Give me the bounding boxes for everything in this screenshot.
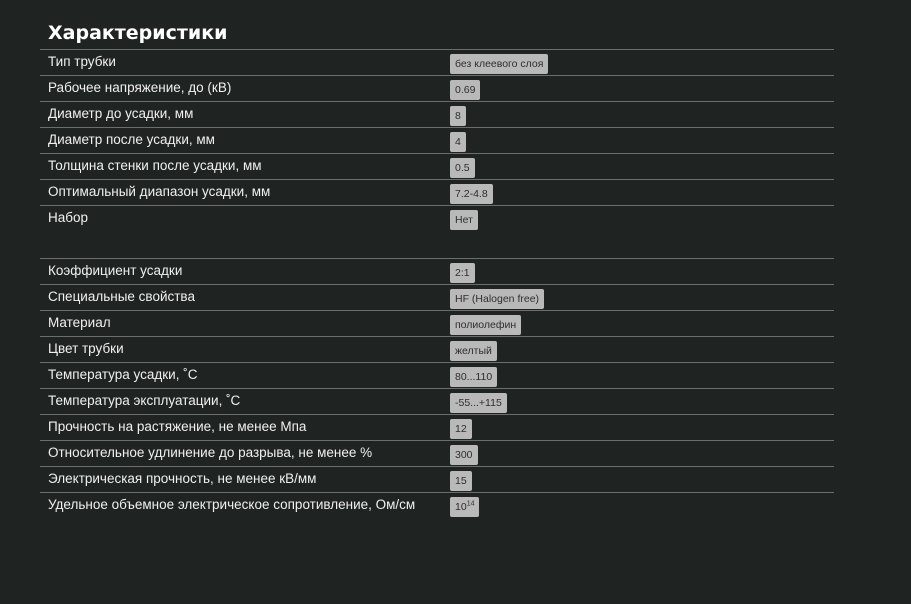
value-chip: 80...110: [450, 367, 498, 387]
row-label: Электрическая прочность, не менее кВ/мм: [48, 471, 317, 486]
row-label: Специальные свойства: [48, 289, 195, 304]
value-chip: 1014: [450, 497, 480, 517]
value-chip: полиолефин: [450, 315, 522, 335]
value-chip: желтый: [450, 341, 497, 361]
value-exponent: 14: [466, 500, 475, 508]
table-row: Материал полиолефин: [40, 311, 834, 337]
value-chip: 4: [450, 132, 466, 152]
row-label: Рабочее напряжение, до (кВ): [48, 80, 232, 95]
row-label: Тип трубки: [48, 54, 116, 69]
value-chip: HF (Halogen free): [450, 289, 545, 309]
value-chip: 2:1: [450, 263, 475, 283]
value-chip: 12: [450, 419, 472, 439]
value-chip: без клеевого слоя: [450, 54, 549, 74]
row-label: Температура эксплуатации, ˚С: [48, 393, 241, 408]
value-chip: 8: [450, 106, 466, 126]
table-row: Толщина стенки после усадки, мм 0.5: [40, 154, 834, 180]
table-row: Удельное объемное электрическое сопротив…: [40, 493, 834, 549]
table-row: Оптимальный диапазон усадки, мм 7.2-4.8: [40, 180, 834, 206]
table-row: Электрическая прочность, не менее кВ/мм …: [40, 467, 834, 493]
table-row: Относительное удлинение до разрыва, не м…: [40, 441, 834, 467]
table-row: Температура усадки, ˚С 80...110: [40, 363, 834, 389]
value-chip: 7.2-4.8: [450, 184, 493, 204]
table-row: Набор Нет: [40, 206, 834, 259]
row-label: Оптимальный диапазон усадки, мм: [48, 184, 271, 199]
value-chip: -55...+115: [450, 393, 507, 413]
table-row: Коэффициент усадки 2:1: [40, 259, 834, 285]
row-label: Диаметр после усадки, мм: [48, 132, 215, 147]
row-label: Цвет трубки: [48, 341, 124, 356]
row-label: Температура усадки, ˚С: [48, 367, 198, 382]
value-chip: 15: [450, 471, 472, 491]
row-label: Прочность на растяжение, не менее Мпа: [48, 419, 307, 434]
row-label: Диаметр до усадки, мм: [48, 106, 194, 121]
row-label: Относительное удлинение до разрыва, не м…: [48, 445, 373, 460]
value-chip: 300: [450, 445, 478, 465]
characteristics-panel: Характеристики Тип трубки без клеевого с…: [40, 18, 834, 549]
table-row: Прочность на растяжение, не менее Мпа 12: [40, 415, 834, 441]
table-row: Тип трубки без клеевого слоя: [40, 50, 834, 76]
row-label: Набор: [48, 210, 89, 225]
value-chip: 0.5: [450, 158, 475, 178]
row-label: Материал: [48, 315, 111, 330]
table-row: Цвет трубки желтый: [40, 337, 834, 363]
table-row: Температура эксплуатации, ˚С -55...+115: [40, 389, 834, 415]
section-title: Характеристики: [48, 22, 228, 44]
row-label: Коэффициент усадки: [48, 263, 183, 278]
table-row: Диаметр после усадки, мм 4: [40, 128, 834, 154]
characteristics-table: Тип трубки без клеевого слоя Рабочее нап…: [40, 49, 834, 549]
value-base: 10: [455, 501, 467, 513]
value-chip: Нет: [450, 210, 478, 230]
row-label: Толщина стенки после усадки, мм: [48, 158, 262, 173]
table-row: Диаметр до усадки, мм 8: [40, 102, 834, 128]
value-chip: 0.69: [450, 80, 481, 100]
table-row: Рабочее напряжение, до (кВ) 0.69: [40, 76, 834, 102]
table-row: Специальные свойства HF (Halogen free): [40, 285, 834, 311]
row-label: Удельное объемное электрическое сопротив…: [48, 497, 416, 512]
